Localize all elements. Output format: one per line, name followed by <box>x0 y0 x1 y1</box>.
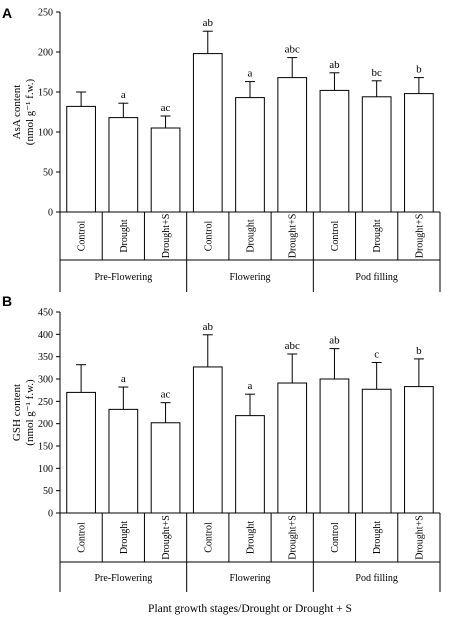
category-label: Drought+S <box>288 515 299 560</box>
chart-panel-b: B GSH content (nmol g⁻¹ f.w.) 0 50 100 150 200 2… <box>2 293 441 615</box>
y-tick-label: 400 <box>38 330 53 341</box>
category-label: Drought <box>119 219 130 253</box>
bar <box>108 408 139 514</box>
category-label: Drought <box>119 521 130 555</box>
bar <box>235 97 265 213</box>
bar <box>319 378 350 514</box>
category-label: Drought <box>246 521 257 555</box>
bar <box>150 422 181 514</box>
y-tick-label: 200 <box>38 48 53 59</box>
significance-label: b <box>416 345 422 357</box>
bar <box>150 127 181 213</box>
bar <box>277 77 308 213</box>
category-label: Drought <box>372 521 383 555</box>
significance-label: abc <box>285 340 300 352</box>
significance-label: a <box>248 68 253 80</box>
y-tick-label: 250 <box>38 397 53 408</box>
significance-label: b <box>416 64 422 76</box>
significance-label: ab <box>329 335 340 347</box>
bar <box>108 117 139 213</box>
bar <box>404 93 434 213</box>
group-label: Pod filling <box>355 573 398 584</box>
y-tick-label: 0 <box>48 509 53 520</box>
bar <box>277 382 308 514</box>
y-tick-label: 150 <box>38 442 53 453</box>
group-label: Flowering <box>229 573 270 584</box>
category-label: Control <box>330 522 341 553</box>
y-axis-title: GSH content <box>11 384 23 441</box>
category-label: Drought <box>246 219 257 253</box>
group-label: Pre-Flowering <box>94 573 152 584</box>
category-label: Control <box>203 522 214 553</box>
significance-label: bc <box>371 67 382 79</box>
y-tick-label: 100 <box>38 128 53 139</box>
significance-label: ac <box>161 102 171 114</box>
bar <box>319 89 350 213</box>
significance-label: ab <box>329 59 340 71</box>
y-tick-label: 250 <box>38 8 53 19</box>
y-axis-title: AsA content <box>11 85 23 140</box>
category-label: Drought+S <box>414 515 425 560</box>
category-label: Control <box>77 221 88 252</box>
category-label: Drought+S <box>161 515 172 560</box>
group-label: Flowering <box>229 272 270 283</box>
bar <box>192 366 223 514</box>
panel-letter: B <box>2 293 12 309</box>
category-label: Control <box>330 221 341 252</box>
y-tick-label: 200 <box>38 419 53 430</box>
y-axis-unit: (nmol g⁻¹ f.w.) <box>24 379 36 446</box>
bar <box>66 391 96 514</box>
category-label: Drought+S <box>414 214 425 259</box>
significance-label: a <box>121 373 126 385</box>
category-label: Control <box>203 221 214 252</box>
bar <box>235 415 265 514</box>
y-tick-label: 350 <box>38 352 53 363</box>
significance-label: a <box>248 380 253 392</box>
panel-letter: A <box>2 5 12 21</box>
bar <box>66 105 96 213</box>
x-axis-title: Plant growth stages/Drought or Drought +… <box>148 603 352 615</box>
category-label: Drought+S <box>288 214 299 259</box>
bar <box>192 53 223 213</box>
category-label: Drought+S <box>161 214 172 259</box>
significance-label: abc <box>285 44 300 56</box>
bar <box>361 388 392 514</box>
y-tick-label: 150 <box>38 88 53 99</box>
y-tick-label: 50 <box>43 168 53 179</box>
group-label: Pod filling <box>355 272 398 283</box>
significance-label: c <box>374 348 379 360</box>
category-label: Drought <box>372 219 383 253</box>
y-tick-label: 50 <box>43 486 53 497</box>
y-tick-label: 450 <box>38 308 53 319</box>
bar <box>361 96 392 213</box>
significance-label: ab <box>203 321 214 333</box>
bar <box>404 386 434 514</box>
y-tick-label: 300 <box>38 375 53 386</box>
significance-label: ac <box>161 389 171 401</box>
y-tick-label: 0 <box>48 208 53 219</box>
chart-panel-a: A AsA content (nmol g⁻¹ f.w.) 0 50 100 150 200 2… <box>2 5 441 292</box>
category-label: Control <box>77 522 88 553</box>
y-tick-label: 100 <box>38 464 53 475</box>
group-label: Pre-Flowering <box>94 272 152 283</box>
y-axis-unit: (nmol g⁻¹ f.w.) <box>24 78 36 145</box>
significance-label: a <box>121 89 126 101</box>
significance-label: ab <box>203 17 214 29</box>
